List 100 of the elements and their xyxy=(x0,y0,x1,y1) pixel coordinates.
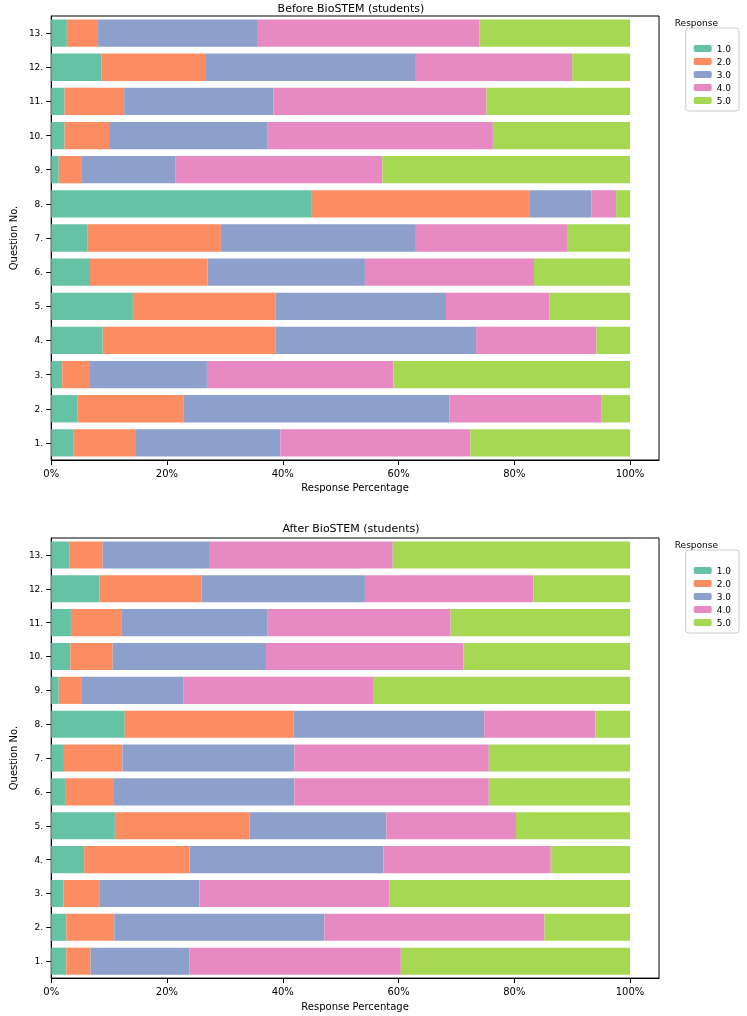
bar xyxy=(392,541,631,569)
bar xyxy=(220,224,416,252)
bar xyxy=(249,812,387,840)
bar xyxy=(51,190,312,218)
bar xyxy=(591,190,617,218)
y-tick-label: 12. xyxy=(28,62,44,73)
y-tick-label: 13. xyxy=(28,28,44,39)
y-tick-label: 4. xyxy=(34,854,44,865)
bar xyxy=(488,744,631,772)
legend-label: 2.0 xyxy=(716,56,732,67)
bar xyxy=(114,913,325,941)
x-tick-label: 80% xyxy=(503,467,526,479)
bar xyxy=(102,326,276,355)
y-tick-label: 2. xyxy=(34,922,44,933)
bar xyxy=(293,710,485,738)
legend-title: Response xyxy=(674,539,719,550)
x-tick-label: 0% xyxy=(43,467,60,479)
bar xyxy=(51,642,71,671)
bar xyxy=(189,846,384,874)
bar xyxy=(58,156,82,184)
bar xyxy=(463,642,631,671)
bar xyxy=(51,87,65,116)
bar xyxy=(373,676,631,704)
x-tick-label: 0% xyxy=(43,985,60,997)
bar xyxy=(90,947,190,975)
bar xyxy=(124,87,274,116)
bar xyxy=(66,913,115,941)
bar xyxy=(51,676,59,704)
x-tick-label: 20% xyxy=(155,985,179,997)
y-tick-label: 7. xyxy=(34,233,44,243)
bar xyxy=(84,846,190,874)
bar xyxy=(51,258,90,286)
x-tick-label: 60% xyxy=(387,467,410,479)
y-axis-title: Question No. xyxy=(7,725,19,791)
bar xyxy=(51,224,88,252)
y-tick-label: 6. xyxy=(34,786,44,797)
bar xyxy=(544,913,631,941)
x-tick-label: 100% xyxy=(615,467,645,479)
bar xyxy=(98,19,258,47)
bar xyxy=(51,879,64,908)
bar xyxy=(265,642,464,671)
y-tick-label: 9. xyxy=(34,685,44,696)
bar xyxy=(51,360,63,389)
bar xyxy=(595,710,631,738)
legend-label: 4.0 xyxy=(716,604,732,615)
y-tick-label: 7. xyxy=(34,753,44,764)
bar xyxy=(51,744,64,772)
bar xyxy=(207,258,365,286)
bar xyxy=(99,879,200,908)
bar xyxy=(66,947,91,975)
y-tick-label: 5. xyxy=(34,301,44,312)
x-tick-label: 20% xyxy=(155,467,179,479)
bar xyxy=(484,710,596,738)
bar xyxy=(533,575,631,603)
bar xyxy=(51,778,66,806)
y-tick-label: 12. xyxy=(28,583,44,594)
bar xyxy=(69,541,103,569)
bar xyxy=(51,121,65,150)
legend-label: 5.0 xyxy=(716,95,732,106)
bar xyxy=(101,53,206,81)
bar xyxy=(189,947,401,975)
bar xyxy=(470,429,631,457)
bar xyxy=(280,429,471,457)
bar xyxy=(51,812,115,840)
bar xyxy=(382,156,631,184)
legend-label: 4.0 xyxy=(716,82,732,93)
y-axis-title: Question No. xyxy=(7,205,19,271)
bar xyxy=(64,121,110,150)
bar xyxy=(51,292,133,320)
bar xyxy=(90,258,208,286)
y-tick-label: 4. xyxy=(34,335,44,346)
bar xyxy=(109,121,268,150)
bar xyxy=(415,224,567,252)
bar xyxy=(102,541,210,569)
bar xyxy=(572,53,631,81)
bar xyxy=(63,744,123,772)
bar xyxy=(205,53,416,81)
bar xyxy=(70,642,113,671)
bar xyxy=(51,429,74,457)
chart-title: After BioSTEM (students) xyxy=(282,522,420,535)
bar xyxy=(90,360,207,389)
y-tick-label: 9. xyxy=(34,164,44,175)
x-tick-label: 40% xyxy=(271,985,294,997)
bar xyxy=(62,360,90,389)
bar xyxy=(601,395,631,423)
bar xyxy=(364,258,534,286)
bar xyxy=(393,360,631,389)
legend-label: 5.0 xyxy=(716,617,732,628)
y-tick-label: 6. xyxy=(34,267,44,278)
bar xyxy=(51,156,59,184)
bar xyxy=(479,19,631,47)
x-tick-label: 40% xyxy=(271,467,294,479)
bar xyxy=(533,258,631,286)
bar xyxy=(486,87,631,116)
legend-label: 2.0 xyxy=(716,578,732,589)
bar xyxy=(73,429,136,457)
y-tick-label: 8. xyxy=(34,198,44,209)
bar xyxy=(209,541,393,569)
bar xyxy=(81,156,176,184)
bar xyxy=(415,53,573,81)
